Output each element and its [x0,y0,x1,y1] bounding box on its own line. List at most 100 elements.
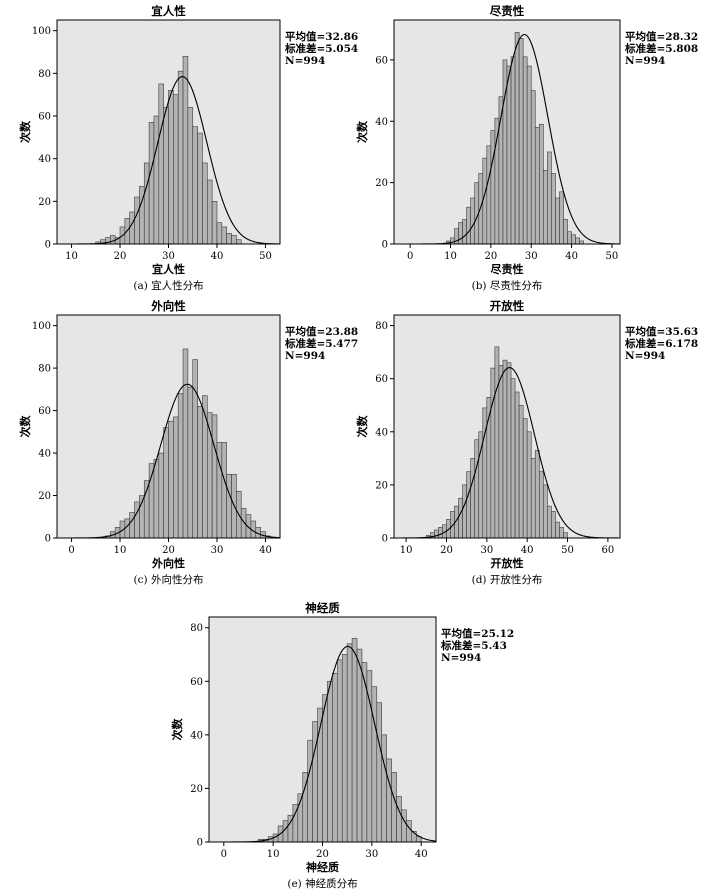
histogram-bar [177,393,184,539]
stats-line: 平均值=32.86 [285,30,358,43]
y-tick-label: 100 [32,26,51,37]
stats-line: 标准差=5.808 [624,42,698,55]
x-tick-label: 30 [480,545,493,556]
stats-line: N=994 [625,350,665,362]
y-tick-label: 40 [38,154,51,165]
histogram-bar [486,145,492,245]
stats-line: N=994 [441,652,481,664]
panel-caption: (d) 开放性分布 [472,573,543,586]
x-tick-label: 10 [400,545,413,556]
histogram-bar [470,458,476,539]
histogram-bar [547,151,552,245]
histogram-bar [148,122,155,245]
histogram-bar [494,346,500,539]
y-tick-label: 40 [375,117,388,128]
histogram-bar [221,442,227,539]
stats-line: N=994 [285,55,325,67]
histogram-bar [192,359,198,539]
x-tick-label: 30 [525,251,538,262]
y-tick-label: 80 [375,321,388,332]
stats-line: N=994 [625,55,665,67]
x-tick-label: 0 [68,545,74,556]
histogram-bar [458,222,463,245]
histogram-bar [478,431,484,539]
histogram-bar [482,157,488,245]
histogram-bar [543,484,548,539]
histogram-bar [346,643,353,843]
histogram-bar [462,484,467,539]
histogram-bar [129,211,135,245]
x-axis-label: 宜人性 [152,262,185,276]
histogram-bar [462,219,467,245]
histogram-bar [506,362,512,539]
histogram-bar [129,512,135,539]
y-tick-label: 40 [375,427,388,438]
y-tick-label: 0 [382,534,388,545]
y-tick-label: 20 [190,784,203,795]
histogram-bar [396,796,402,843]
histogram-bar [538,124,544,245]
histogram-bar [226,473,232,539]
histogram-bar [543,170,548,245]
histogram-bar [124,518,131,539]
stats-line: 平均值=35.63 [625,325,698,338]
x-tick-label: 10 [65,251,78,262]
histogram-bar [490,367,496,539]
x-tick-label: 60 [602,545,615,556]
y-tick-label: 20 [375,480,388,491]
x-tick-label: 10 [267,849,280,860]
histogram-bar [153,459,160,539]
histogram-bar [498,365,504,539]
histogram-bar [518,38,524,245]
histogram-bar [134,501,140,539]
x-tick-label: 50 [561,545,574,556]
histogram-bar [143,162,150,245]
y-tick-label: 0 [45,534,51,545]
y-axis-label: 次数 [18,120,32,143]
chart-title: 神经质 [305,601,340,615]
x-tick-label: 10 [444,251,457,262]
histogram-bar [555,197,560,245]
histogram-bar [202,395,208,539]
histogram-bar [371,686,378,843]
histogram-bar [559,191,564,245]
histogram-bar [206,179,213,245]
x-tick-label: 40 [521,545,534,556]
histogram-bar [470,197,476,245]
y-tick-label: 0 [197,838,203,849]
plot-frame [393,19,621,245]
y-axis-label: 次数 [18,415,32,438]
panel-caption: (e) 神经质分布 [287,877,357,890]
histogram-bar [158,452,164,539]
histogram-bar [514,31,520,245]
histogram-bar [221,226,227,245]
x-tick-label: 20 [114,251,127,262]
stats-line: 标准差=5.43 [440,639,507,652]
stats-line: 标准差=6.178 [624,337,698,350]
x-tick-label: 40 [415,849,428,860]
histogram-bar [514,391,520,539]
histogram-bar [173,94,179,245]
histogram-bar [134,196,140,245]
y-tick-label: 40 [38,449,51,460]
histogram-bar [406,820,412,843]
x-tick-label: 0 [221,849,227,860]
histogram-bar [551,511,556,539]
histogram-bar [187,107,194,245]
histogram-bar [534,450,540,539]
histogram-bar [197,406,203,539]
x-axis-label: 开放性 [491,556,524,570]
histogram-bar [547,505,552,539]
histogram-bar [110,235,116,245]
histogram-bar [559,527,564,539]
panel-caption: (c) 外向性分布 [134,573,204,586]
histogram-bar [236,239,242,245]
x-tick-label: 40 [259,545,272,556]
histogram-bar [434,529,439,539]
